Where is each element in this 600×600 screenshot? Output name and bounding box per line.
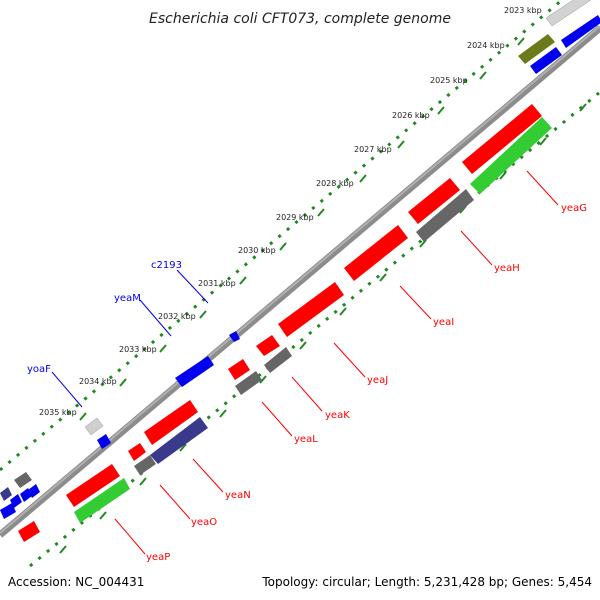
gene-arrow[interactable] (144, 400, 198, 445)
gene-label[interactable]: yeaH (494, 263, 520, 274)
gene-label[interactable]: yeaK (325, 410, 350, 421)
gene-arrow[interactable] (470, 117, 552, 194)
outer-major-ticks (79, 37, 525, 421)
tick-label: 2023 kbp (504, 6, 542, 15)
gene-label[interactable]: yoaF (27, 364, 51, 375)
gene-arrow[interactable] (18, 521, 40, 542)
gene-arrow[interactable] (66, 464, 120, 507)
genome-backbone (0, 25, 600, 538)
inner-major-ticks (59, 103, 587, 554)
tick-label: 2031 kbp (198, 279, 236, 288)
gene-arrow[interactable] (545, 0, 594, 27)
gene-label[interactable]: yeaI (433, 317, 454, 328)
gene-arrow[interactable] (344, 225, 408, 281)
gene-arrow[interactable] (97, 434, 111, 449)
tick-label: 2024 kbp (467, 41, 505, 50)
genome-backbone-highlight (0, 25, 600, 534)
gene-arrow[interactable] (530, 47, 562, 74)
gene-arrow[interactable] (229, 331, 240, 342)
gene-arrow[interactable] (0, 503, 16, 519)
gene-arrow[interactable] (128, 443, 146, 461)
gene-arrow[interactable] (28, 484, 40, 498)
reverse-strand-red-genes (18, 104, 542, 542)
tick-label: 2030 kbp (238, 246, 276, 255)
gene-arrow[interactable] (14, 472, 32, 488)
blue-leader-lines (51, 269, 209, 408)
tick-label: 2035 kbp (39, 408, 77, 417)
gene-label[interactable]: c2193 (151, 260, 182, 271)
gene-arrow[interactable] (462, 104, 542, 174)
tick-label: 2028 kbp (316, 179, 354, 188)
gene-label[interactable]: yeaN (225, 490, 251, 501)
gene-arrow[interactable] (175, 356, 214, 387)
gene-arrow[interactable] (278, 282, 344, 337)
gene-arrow[interactable] (228, 359, 250, 380)
gene-arrow[interactable] (416, 189, 474, 242)
gene-arrow[interactable] (10, 494, 22, 508)
tick-label: 2032 kbp (158, 312, 196, 321)
outer-tick-track (0, 0, 565, 472)
gene-arrow[interactable] (518, 34, 555, 64)
accession-text: Accession: NC_004431 (8, 575, 144, 589)
gene-arrow[interactable] (235, 371, 262, 395)
reverse-strand-other-genes (74, 117, 552, 523)
tick-label: 2025 kbp (430, 76, 468, 85)
tick-label: 2029 kbp (276, 213, 314, 222)
map-title: Escherichia coli CFT073, complete genome (149, 11, 451, 27)
forward-strand-genes (0, 0, 600, 519)
gene-arrow[interactable] (150, 417, 208, 464)
gene-label[interactable]: yeaJ (367, 375, 388, 386)
gene-arrow[interactable] (74, 478, 130, 523)
gene-arrow[interactable] (84, 417, 104, 436)
tick-label: 2027 kbp (354, 145, 392, 154)
tick-label: 2033 kbp (119, 345, 157, 354)
gene-label[interactable]: yeaG (561, 203, 587, 214)
gene-label[interactable]: yeaO (191, 517, 217, 528)
gene-arrow[interactable] (561, 15, 600, 48)
tick-label: 2026 kbp (392, 111, 430, 120)
tick-labels: 2023 kbp 2024 kbp 2025 kbp 2026 kbp 2027… (39, 6, 542, 417)
tick-label: 2034 kbp (79, 377, 117, 386)
genome-summary-text: Topology: circular; Length: 5,231,428 bp… (261, 575, 592, 589)
gene-arrow[interactable] (0, 487, 12, 501)
gene-arrow[interactable] (134, 455, 156, 475)
gene-label[interactable]: yeaM (114, 293, 141, 304)
gene-arrow[interactable] (264, 347, 292, 373)
gene-label[interactable]: yeaP (146, 552, 170, 563)
red-leader-lines (114, 170, 559, 555)
gene-label[interactable]: yeaL (294, 434, 318, 445)
gene-arrow[interactable] (256, 335, 280, 356)
gene-arrow[interactable] (408, 178, 460, 224)
